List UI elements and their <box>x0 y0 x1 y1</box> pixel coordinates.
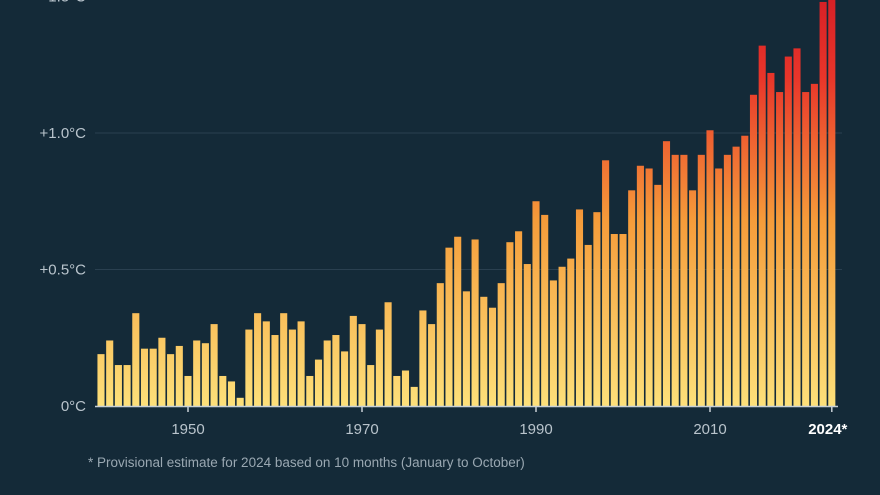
bar-1974 <box>393 375 401 406</box>
bar-2021 <box>802 92 810 407</box>
bar-1954 <box>219 375 227 406</box>
y-tick-label: +1.0°C <box>40 125 87 142</box>
bar-2016 <box>758 45 766 406</box>
bar-1979 <box>436 283 444 406</box>
bar-1947 <box>158 337 166 406</box>
bar-1972 <box>375 329 383 406</box>
bar-1985 <box>488 307 497 406</box>
bar-1965 <box>314 359 323 406</box>
bar-1986 <box>497 283 505 406</box>
bar-2009 <box>697 154 705 406</box>
bar-1946 <box>149 348 157 406</box>
bar-2005 <box>662 141 671 406</box>
bar-2018 <box>776 92 784 407</box>
bar-2002 <box>636 165 644 406</box>
bar-1964 <box>306 375 314 406</box>
bar-2000 <box>619 234 627 406</box>
bar-1948 <box>167 354 175 406</box>
bar-2015 <box>749 94 758 406</box>
bar-1977 <box>419 310 427 406</box>
bar-1987 <box>506 242 514 406</box>
x-tick-label: 1950 <box>171 421 204 438</box>
bar-2003 <box>645 168 653 406</box>
bar-2019 <box>784 56 792 407</box>
bar-1958 <box>254 313 262 406</box>
bar-1970 <box>358 324 366 406</box>
bar-1981 <box>454 236 462 406</box>
x-tick-label: 1970 <box>345 421 378 438</box>
bar-2001 <box>628 190 636 406</box>
y-tick-label: +0.5°C <box>40 262 87 279</box>
bar-1976 <box>410 386 418 406</box>
bar-1952 <box>201 343 209 406</box>
bar-2022 <box>810 83 818 407</box>
bar-1940 <box>97 354 105 406</box>
bar-1980 <box>445 247 453 406</box>
bar-2017 <box>767 72 775 406</box>
bar-1969 <box>349 315 357 406</box>
x-tick-label: 1990 <box>519 421 552 438</box>
bar-1992 <box>549 280 557 406</box>
bar-1941 <box>106 340 114 406</box>
bar-1942 <box>114 365 122 406</box>
bar-2024 <box>828 0 836 407</box>
x-tick-label: 2010 <box>693 421 726 438</box>
bar-1991 <box>541 214 549 406</box>
bar-1959 <box>262 321 270 406</box>
bar-1988 <box>515 231 523 406</box>
bar-1953 <box>210 324 218 406</box>
bar-1997 <box>593 212 601 406</box>
y-tick-label: +1.5°C <box>40 0 87 6</box>
footnote: * Provisional estimate for 2024 based on… <box>88 455 525 470</box>
bar-2010 <box>706 130 714 406</box>
bar-2020 <box>793 48 801 407</box>
bar-1968 <box>341 351 349 406</box>
bar-1993 <box>558 266 566 406</box>
bar-1971 <box>367 365 375 406</box>
bar-1945 <box>140 348 149 406</box>
bar-1956 <box>236 397 244 406</box>
bar-1951 <box>193 340 201 406</box>
bar-2007 <box>680 154 688 406</box>
bar-1957 <box>245 329 253 406</box>
bar-1989 <box>523 264 531 406</box>
bar-2013 <box>732 146 740 406</box>
bar-1960 <box>271 335 279 406</box>
bar-1949 <box>175 345 183 406</box>
bar-1955 <box>227 381 236 406</box>
bar-2023 <box>819 1 827 407</box>
bar-1966 <box>323 340 331 406</box>
bar-2006 <box>671 154 679 406</box>
bar-1967 <box>332 335 340 406</box>
bar-1995 <box>575 209 584 406</box>
bar-1962 <box>288 329 296 406</box>
bar-1950 <box>184 375 192 406</box>
bar-1982 <box>462 291 470 406</box>
bar-1999 <box>610 234 618 406</box>
bar-1963 <box>297 321 305 406</box>
bar-1978 <box>428 324 436 406</box>
bar-1944 <box>132 313 140 406</box>
bar-1990 <box>532 201 540 406</box>
bar-2011 <box>715 168 723 406</box>
bar-1996 <box>584 244 592 406</box>
bar-1998 <box>602 160 610 406</box>
bar-2008 <box>689 190 697 406</box>
bar-1975 <box>401 370 410 406</box>
bar-1984 <box>480 296 488 406</box>
bar-1973 <box>384 302 392 406</box>
bar-1961 <box>280 313 288 406</box>
bar-1943 <box>123 365 131 406</box>
bar-1994 <box>567 258 575 406</box>
bar-2004 <box>654 184 662 406</box>
x-tick-label: 2024* <box>808 421 847 438</box>
y-tick-label: 0°C <box>61 398 86 415</box>
bar-1983 <box>471 239 479 406</box>
bar-2014 <box>741 135 749 407</box>
bar-2012 <box>723 154 731 406</box>
